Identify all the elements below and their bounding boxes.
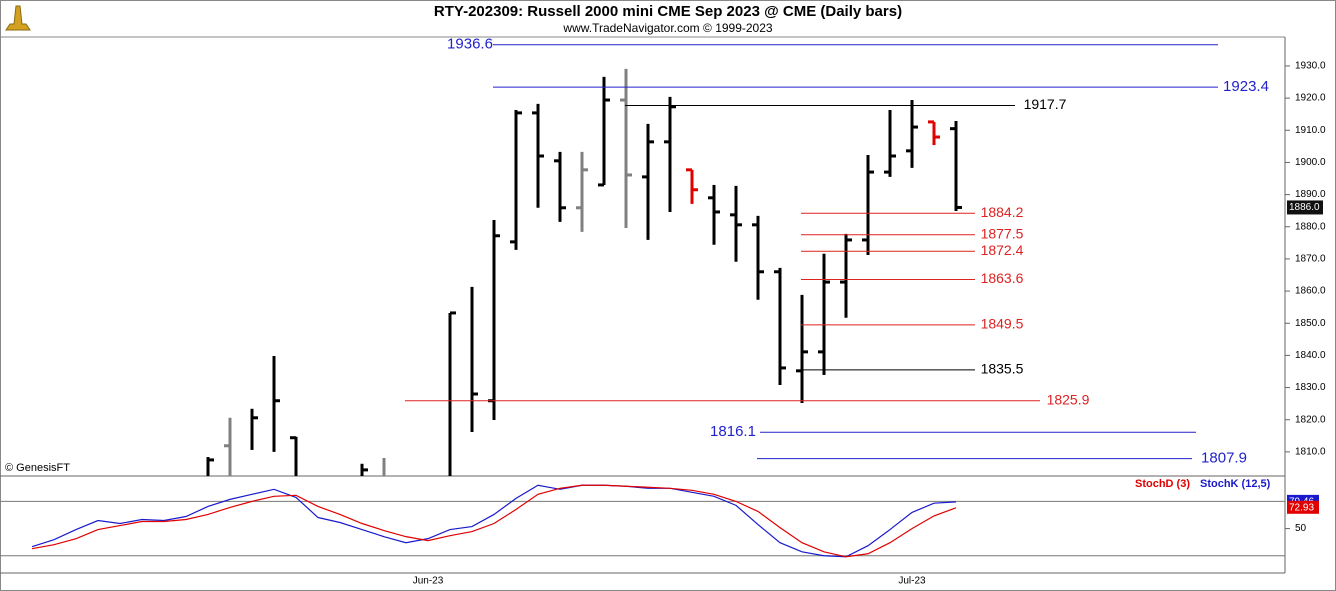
last-price-label: 1886.0 (1289, 202, 1320, 213)
logo (5, 5, 31, 31)
y-tick-label: 50 (1295, 523, 1307, 534)
level-label: 1863.6 (981, 270, 1024, 286)
y-tick-label: 1860.0 (1295, 286, 1326, 297)
x-tick-label: Jun-23 (413, 576, 444, 587)
watermark: © GenesisFT (5, 462, 70, 474)
chart-title: RTY-202309: Russell 2000 mini CME Sep 20… (434, 3, 902, 20)
last-value-box (1287, 500, 1319, 514)
y-tick-label: 1840.0 (1295, 350, 1326, 361)
last-value-label: 72.93 (1289, 502, 1314, 513)
legend-entry: StochD (3) (1135, 478, 1190, 490)
y-tick-label: 1910.0 (1295, 125, 1326, 136)
logo-shape (5, 5, 31, 31)
y-tick-label: 1820.0 (1295, 414, 1326, 425)
price-pane (206, 68, 962, 476)
x-tick-label: Jul-23 (898, 576, 926, 587)
level-label: 1884.2 (981, 204, 1024, 220)
y-tick-label: 1850.0 (1295, 318, 1326, 329)
level-label: 1923.4 (1223, 78, 1269, 95)
y-tick-label: 1830.0 (1295, 382, 1326, 393)
y-tick-label: 1870.0 (1295, 254, 1326, 265)
level-label: 1825.9 (1047, 391, 1090, 407)
y-tick-label: 1930.0 (1295, 61, 1326, 72)
level-label: 1835.5 (981, 361, 1024, 377)
level-label: 1872.4 (981, 242, 1024, 258)
last-price-box (1287, 200, 1323, 215)
level-label: 1877.5 (981, 225, 1024, 241)
level-label: 1917.7 (1024, 96, 1067, 112)
level-label: 1816.1 (710, 423, 756, 440)
y-tick-label: 1900.0 (1295, 157, 1326, 168)
y-tick-label: 1920.0 (1295, 93, 1326, 104)
stoch-line (31, 484, 957, 558)
y-tick-label: 1810.0 (1295, 447, 1326, 458)
legend-entry: StochK (12,5) (1200, 478, 1271, 490)
chart-subtitle: www.TradeNavigator.com © 1999-2023 (562, 21, 772, 35)
y-tick-label: 1880.0 (1295, 221, 1326, 232)
y-tick-label: 1890.0 (1295, 189, 1326, 200)
level-label: 1936.6 (447, 36, 493, 53)
stoch-line (31, 484, 957, 558)
level-label: 1807.9 (1201, 450, 1247, 467)
level-label: 1849.5 (981, 316, 1024, 332)
